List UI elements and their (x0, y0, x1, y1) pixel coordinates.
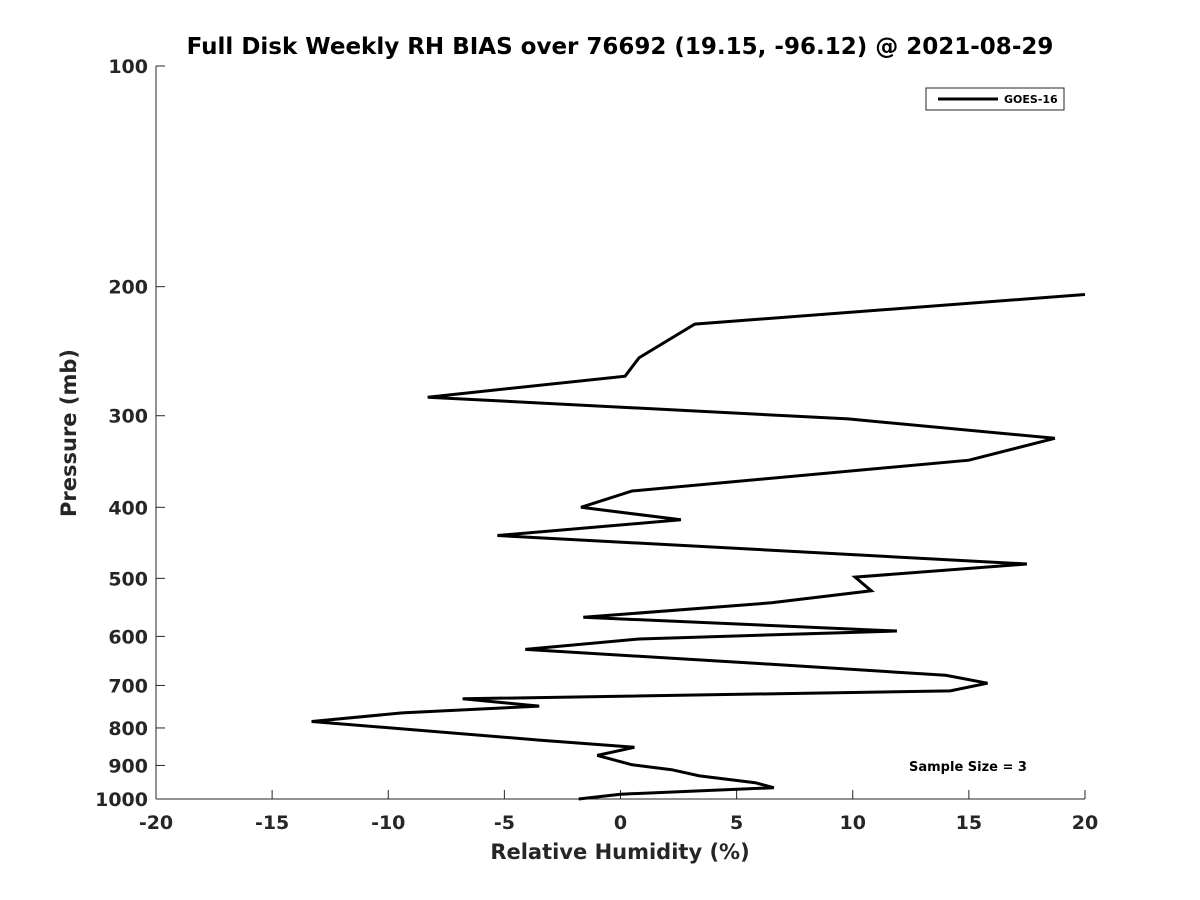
x-axis-label: Relative Humidity (%) (490, 840, 749, 864)
y-tick-label: 100 (108, 56, 148, 78)
y-tick-label: 900 (108, 755, 148, 777)
y-tick-label: 800 (108, 718, 148, 740)
y-axis-label: Pressure (mb) (57, 349, 81, 517)
x-tick-label: -20 (139, 812, 173, 834)
x-tick-label: 10 (840, 812, 866, 834)
plot-area: -20 -15 -10 -5 0 5 10 15 20 100 200 300 400 500 600 70… (95, 56, 1098, 834)
y-tick-label: 300 (108, 406, 148, 428)
y-tick-label: 700 (108, 675, 148, 697)
x-tick-label: 15 (956, 812, 982, 834)
x-tick-label: 5 (730, 812, 743, 834)
legend: GOES-16 (925, 87, 1065, 111)
y-axis-ticks: 100 200 300 400 500 600 700 800 900 1000 (95, 56, 165, 811)
y-tick-label: 400 (108, 497, 148, 519)
x-tick-label: 20 (1072, 812, 1098, 834)
y-tick-label: 600 (108, 626, 148, 648)
legend-label-goes-16: GOES-16 (1004, 93, 1058, 106)
series-line-goes-16 (311, 293, 1086, 801)
plot-background (156, 66, 1085, 799)
y-tick-label: 200 (108, 277, 148, 299)
x-tick-label: -15 (255, 812, 289, 834)
y-tick-label: 500 (108, 568, 148, 590)
series-layer (311, 293, 1086, 801)
sample-size-annotation: Sample Size = 3 (909, 760, 1027, 775)
x-axis-ticks: -20 -15 -10 -5 0 5 10 15 20 (139, 790, 1098, 834)
chart-title: Full Disk Weekly RH BIAS over 76692 (19.… (187, 34, 1054, 60)
x-tick-label: 0 (614, 812, 627, 834)
x-tick-label: -10 (371, 812, 405, 834)
y-tick-label: 1000 (95, 789, 148, 811)
x-tick-label: -5 (494, 812, 515, 834)
